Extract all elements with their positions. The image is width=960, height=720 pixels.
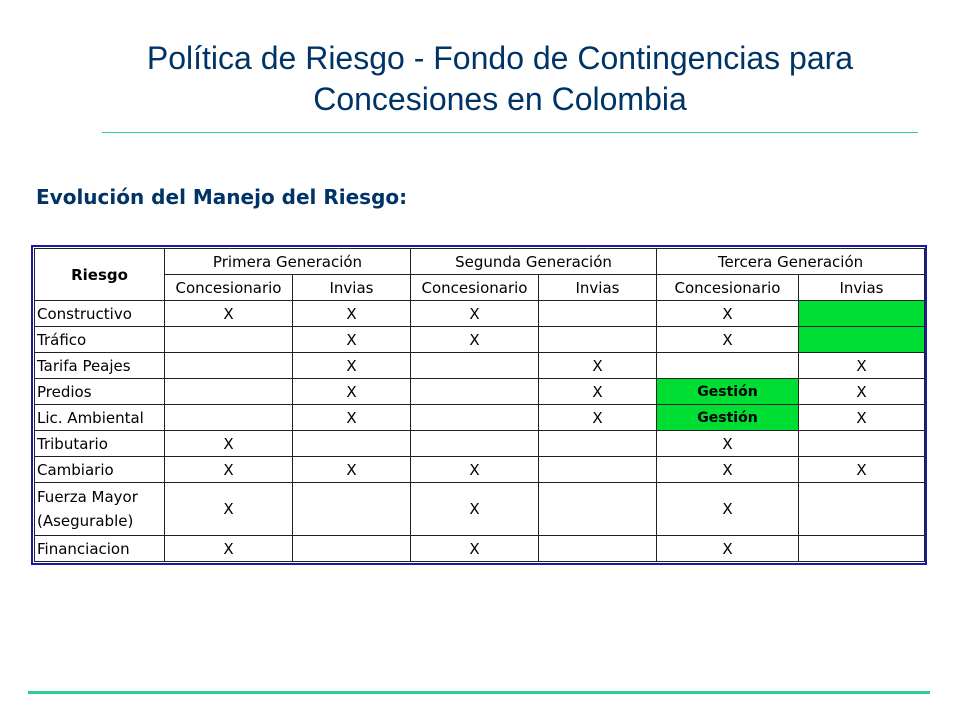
table-row: Fuerza Mayor (Asegurable) X X X xyxy=(34,482,925,536)
footer-divider xyxy=(28,691,930,694)
gestion-cell: Gestión xyxy=(656,378,799,405)
highlighted-cell xyxy=(798,300,925,327)
table-header-row: Riesgo Primera Generación Segunda Genera… xyxy=(34,248,925,301)
generation-header: Primera Generación xyxy=(164,248,411,275)
table-cell xyxy=(538,482,657,536)
table-cell xyxy=(292,535,411,562)
table-cell xyxy=(410,352,539,379)
column-header: Invias xyxy=(292,274,411,301)
column-header: Concesionario xyxy=(656,274,799,301)
table-cell: X xyxy=(164,430,293,457)
table-cell xyxy=(164,352,293,379)
column-header: Concesionario xyxy=(164,274,293,301)
table-cell: X xyxy=(292,378,411,405)
table-subheader-row: Concesionario Invias Concesionario Invia… xyxy=(35,274,925,301)
table-cell xyxy=(410,404,539,431)
table-cell: X xyxy=(798,378,925,405)
generation-header: Tercera Generación xyxy=(656,248,925,275)
table-cell xyxy=(798,535,925,562)
table-cell xyxy=(410,378,539,405)
gestion-cell: Gestión xyxy=(656,404,799,431)
table-row: Tributario X X xyxy=(34,430,925,457)
page-title-line-2: Concesiones en Colombia xyxy=(313,81,687,117)
section-subtitle: Evolución del Manejo del Riesgo: xyxy=(36,185,408,209)
table-cell: X xyxy=(656,535,799,562)
table-cell: X xyxy=(538,352,657,379)
table-cell: X xyxy=(656,300,799,327)
table-cell: X xyxy=(164,456,293,483)
table-cell xyxy=(164,404,293,431)
table-cell: X xyxy=(656,482,799,536)
table-cell xyxy=(538,326,657,353)
table-cell: X xyxy=(164,535,293,562)
highlighted-cell xyxy=(798,326,925,353)
table-cell xyxy=(292,430,411,457)
table-row: Cambiario X X X X X xyxy=(34,456,925,483)
column-header: Concesionario xyxy=(410,274,539,301)
table-cell: X xyxy=(292,326,411,353)
table-cell xyxy=(798,430,925,457)
table-cell: X xyxy=(410,482,539,536)
risk-label: Tributario xyxy=(34,430,165,457)
table-cell: X xyxy=(410,300,539,327)
risk-label: Fuerza Mayor (Asegurable) xyxy=(34,482,165,536)
risk-label: Tarifa Peajes xyxy=(34,352,165,379)
table-cell: X xyxy=(410,326,539,353)
table-cell xyxy=(164,326,293,353)
risk-label-line-1: Fuerza Mayor xyxy=(37,488,138,506)
table-cell xyxy=(292,482,411,536)
table-cell xyxy=(164,378,293,405)
table-cell: X xyxy=(538,404,657,431)
title-divider xyxy=(102,132,918,133)
risk-label: Constructivo xyxy=(34,300,165,327)
table-frame xyxy=(31,245,927,565)
table-cell xyxy=(410,430,539,457)
table-row: Predios X X Gestión X xyxy=(34,378,925,405)
table-row: Lic. Ambiental X X Gestión X xyxy=(34,404,925,431)
risk-label: Cambiario xyxy=(34,456,165,483)
column-header: Invias xyxy=(798,274,925,301)
table-row: Financiacion X X X xyxy=(34,535,925,562)
table-cell xyxy=(798,482,925,536)
table-cell: X xyxy=(164,482,293,536)
table-cell: X xyxy=(538,378,657,405)
table-cell: X xyxy=(798,352,925,379)
page-title-line-1: Política de Riesgo - Fondo de Contingenc… xyxy=(146,40,854,76)
table-cell: X xyxy=(164,300,293,327)
risk-table: Riesgo Primera Generación Segunda Genera… xyxy=(34,248,925,562)
table-cell: X xyxy=(292,456,411,483)
table-cell: X xyxy=(656,326,799,353)
column-header: Invias xyxy=(538,274,657,301)
generation-header: Segunda Generación xyxy=(410,248,657,275)
table-cell xyxy=(538,535,657,562)
table-cell: X xyxy=(410,535,539,562)
table-cell: X xyxy=(656,456,799,483)
table-cell: X xyxy=(292,404,411,431)
table-cell: X xyxy=(292,300,411,327)
table-cell: X xyxy=(656,430,799,457)
table-row: Constructivo X X X X xyxy=(34,300,925,327)
table-row: Tarifa Peajes X X X xyxy=(34,352,925,379)
table-cell xyxy=(538,430,657,457)
corner-header: Riesgo xyxy=(34,248,165,301)
risk-label: Lic. Ambiental xyxy=(34,404,165,431)
table-cell xyxy=(656,352,799,379)
table-cell: X xyxy=(410,456,539,483)
page-title: Política de Riesgo - Fondo de Contingenc… xyxy=(60,38,940,120)
table-row: Tráfico X X X xyxy=(34,326,925,353)
table-cell: X xyxy=(798,456,925,483)
table-cell: X xyxy=(798,404,925,431)
table-cell xyxy=(538,300,657,327)
risk-label: Tráfico xyxy=(34,326,165,353)
risk-label: Financiacion xyxy=(34,535,165,562)
risk-label: Predios xyxy=(34,378,165,405)
table-cell: X xyxy=(292,352,411,379)
risk-label-line-2: (Asegurable) xyxy=(37,512,134,530)
table-cell xyxy=(538,456,657,483)
